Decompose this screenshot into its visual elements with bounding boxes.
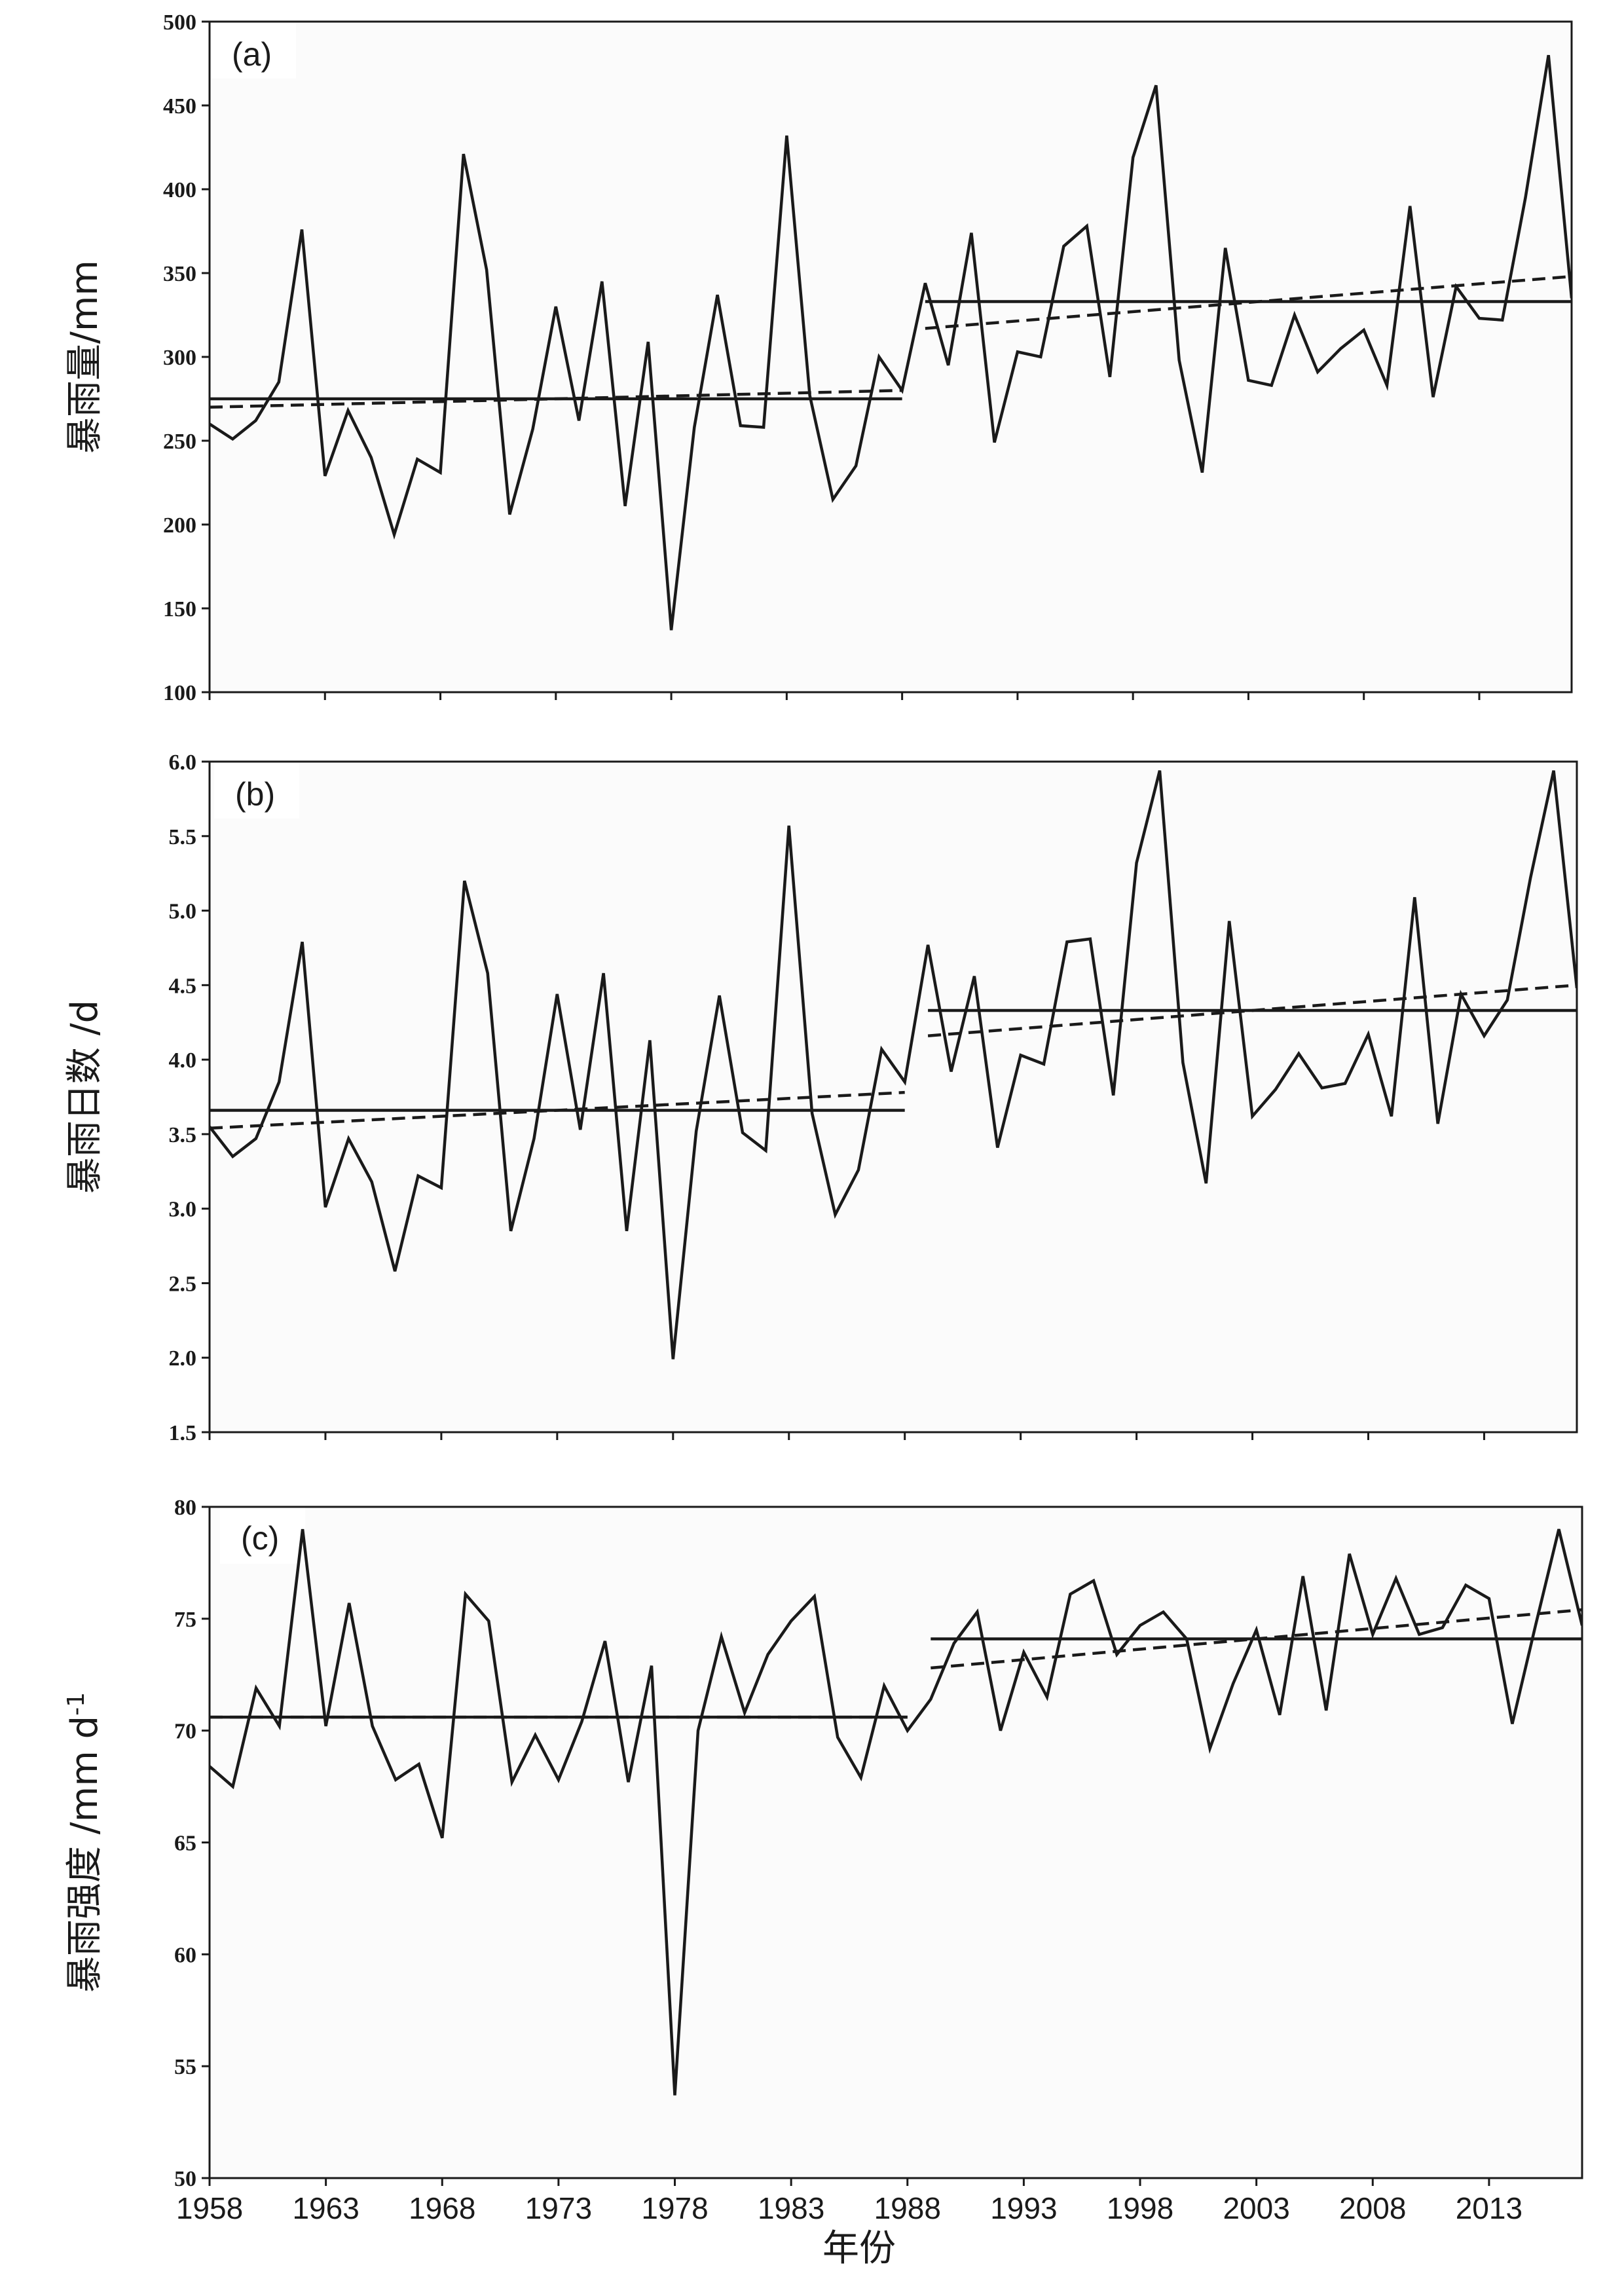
plot-area (210, 22, 1572, 692)
series-line (210, 54, 1572, 631)
y-tick-label: 450 (163, 94, 196, 119)
trend-line (931, 1608, 1582, 1670)
y-tick-label: 2.0 (169, 1346, 197, 1371)
x-tick-label: 1998 (1107, 2191, 1173, 2225)
y-tick-label: 350 (163, 262, 196, 286)
panel-label: (a) (232, 36, 272, 73)
series-line (210, 770, 1577, 1359)
plot-frame (208, 20, 1573, 694)
x-axis-label: 年份 (822, 2227, 896, 2270)
y-tick-label: 4.5 (169, 974, 197, 998)
x-tick-label: 1958 (176, 2191, 243, 2225)
y-tick-label: 55 (174, 2055, 196, 2079)
panel-label-box (211, 22, 296, 79)
plot-frame (208, 760, 1578, 1433)
y-axis-label: 暴雨强度 /mm d-1 (63, 1692, 107, 1993)
plot-content (210, 54, 1572, 631)
y-tick-label: 1.5 (169, 1421, 197, 1445)
panels: 100 150 200 250 300 350 400 450 500 (a) 暴雨量/mm 1.5 2… (63, 10, 1583, 2225)
x-tick-label: 1963 (292, 2191, 359, 2225)
y-tick-label: 150 (163, 597, 196, 621)
y-tick-label: 500 (163, 10, 196, 35)
y-tick-label: 300 (163, 346, 196, 370)
y-tick-label: 75 (174, 1608, 196, 1632)
y-tick-label: 5.0 (169, 900, 197, 924)
y-tick-label: 100 (163, 681, 196, 705)
x-tick-label: 2013 (1456, 2191, 1522, 2225)
x-tick-label: 1983 (758, 2191, 824, 2225)
y-tick-label: 5.5 (169, 825, 197, 849)
x-tick-label: 1978 (641, 2191, 708, 2225)
y-tick-label: 70 (174, 1720, 196, 1744)
y-tick-label: 3.0 (169, 1198, 197, 1222)
y-tick-label: 50 (174, 2167, 196, 2191)
y-tick-label: 60 (174, 1943, 196, 1967)
x-tick-label: 2008 (1339, 2191, 1406, 2225)
y-tick-label: 200 (163, 513, 196, 538)
y-tick-label: 2.5 (169, 1272, 197, 1296)
panel-2: 1.5 2.0 2.5 3.0 3.5 4.0 4.5 5.0 5.5 6.0 (b) 暴雨日数 /d (64, 750, 1578, 1445)
trend-line (210, 388, 902, 409)
panel-label-box (214, 762, 299, 819)
trend-line (927, 984, 1577, 1037)
series-line (210, 1528, 1582, 2096)
y-tick-label: 6.0 (169, 750, 197, 775)
plot-area (210, 1507, 1582, 2178)
y-axis-label-superscript: -1 (63, 1692, 90, 1716)
y-tick-label: 3.5 (169, 1123, 197, 1147)
y-axis-label: 暴雨量/mm (64, 260, 106, 454)
y-tick-label: 80 (174, 1496, 196, 1520)
x-tick-label: 1973 (525, 2191, 592, 2225)
plot-content (210, 1528, 1582, 2096)
y-tick-label: 400 (163, 178, 196, 202)
panel-label: (c) (241, 1520, 279, 1557)
panel-3: 50 55 60 65 70 75 80 (c) 暴雨强度 /mm d-1 (63, 1496, 1583, 2191)
y-tick-label: 4.0 (169, 1048, 197, 1073)
plot-area (210, 762, 1577, 1432)
x-tick-label: 1993 (990, 2191, 1057, 2225)
plot-frame (208, 1506, 1583, 2179)
y-axis-label: 暴雨日数 /d (64, 1000, 106, 1194)
panel-1: 100 150 200 250 300 350 400 450 500 (a) 暴雨量/mm (64, 10, 1573, 705)
trend-line (210, 1090, 905, 1130)
y-tick-label: 250 (163, 430, 196, 454)
x-tick-label: 1988 (874, 2191, 941, 2225)
panel-label-box (220, 1507, 305, 1564)
x-tick-label: 2003 (1223, 2191, 1289, 2225)
x-tick-label: 1968 (409, 2191, 475, 2225)
plot-content (210, 770, 1577, 1359)
panel-label: (b) (235, 776, 275, 813)
trend-line (925, 274, 1572, 330)
y-tick-label: 65 (174, 1832, 196, 1856)
